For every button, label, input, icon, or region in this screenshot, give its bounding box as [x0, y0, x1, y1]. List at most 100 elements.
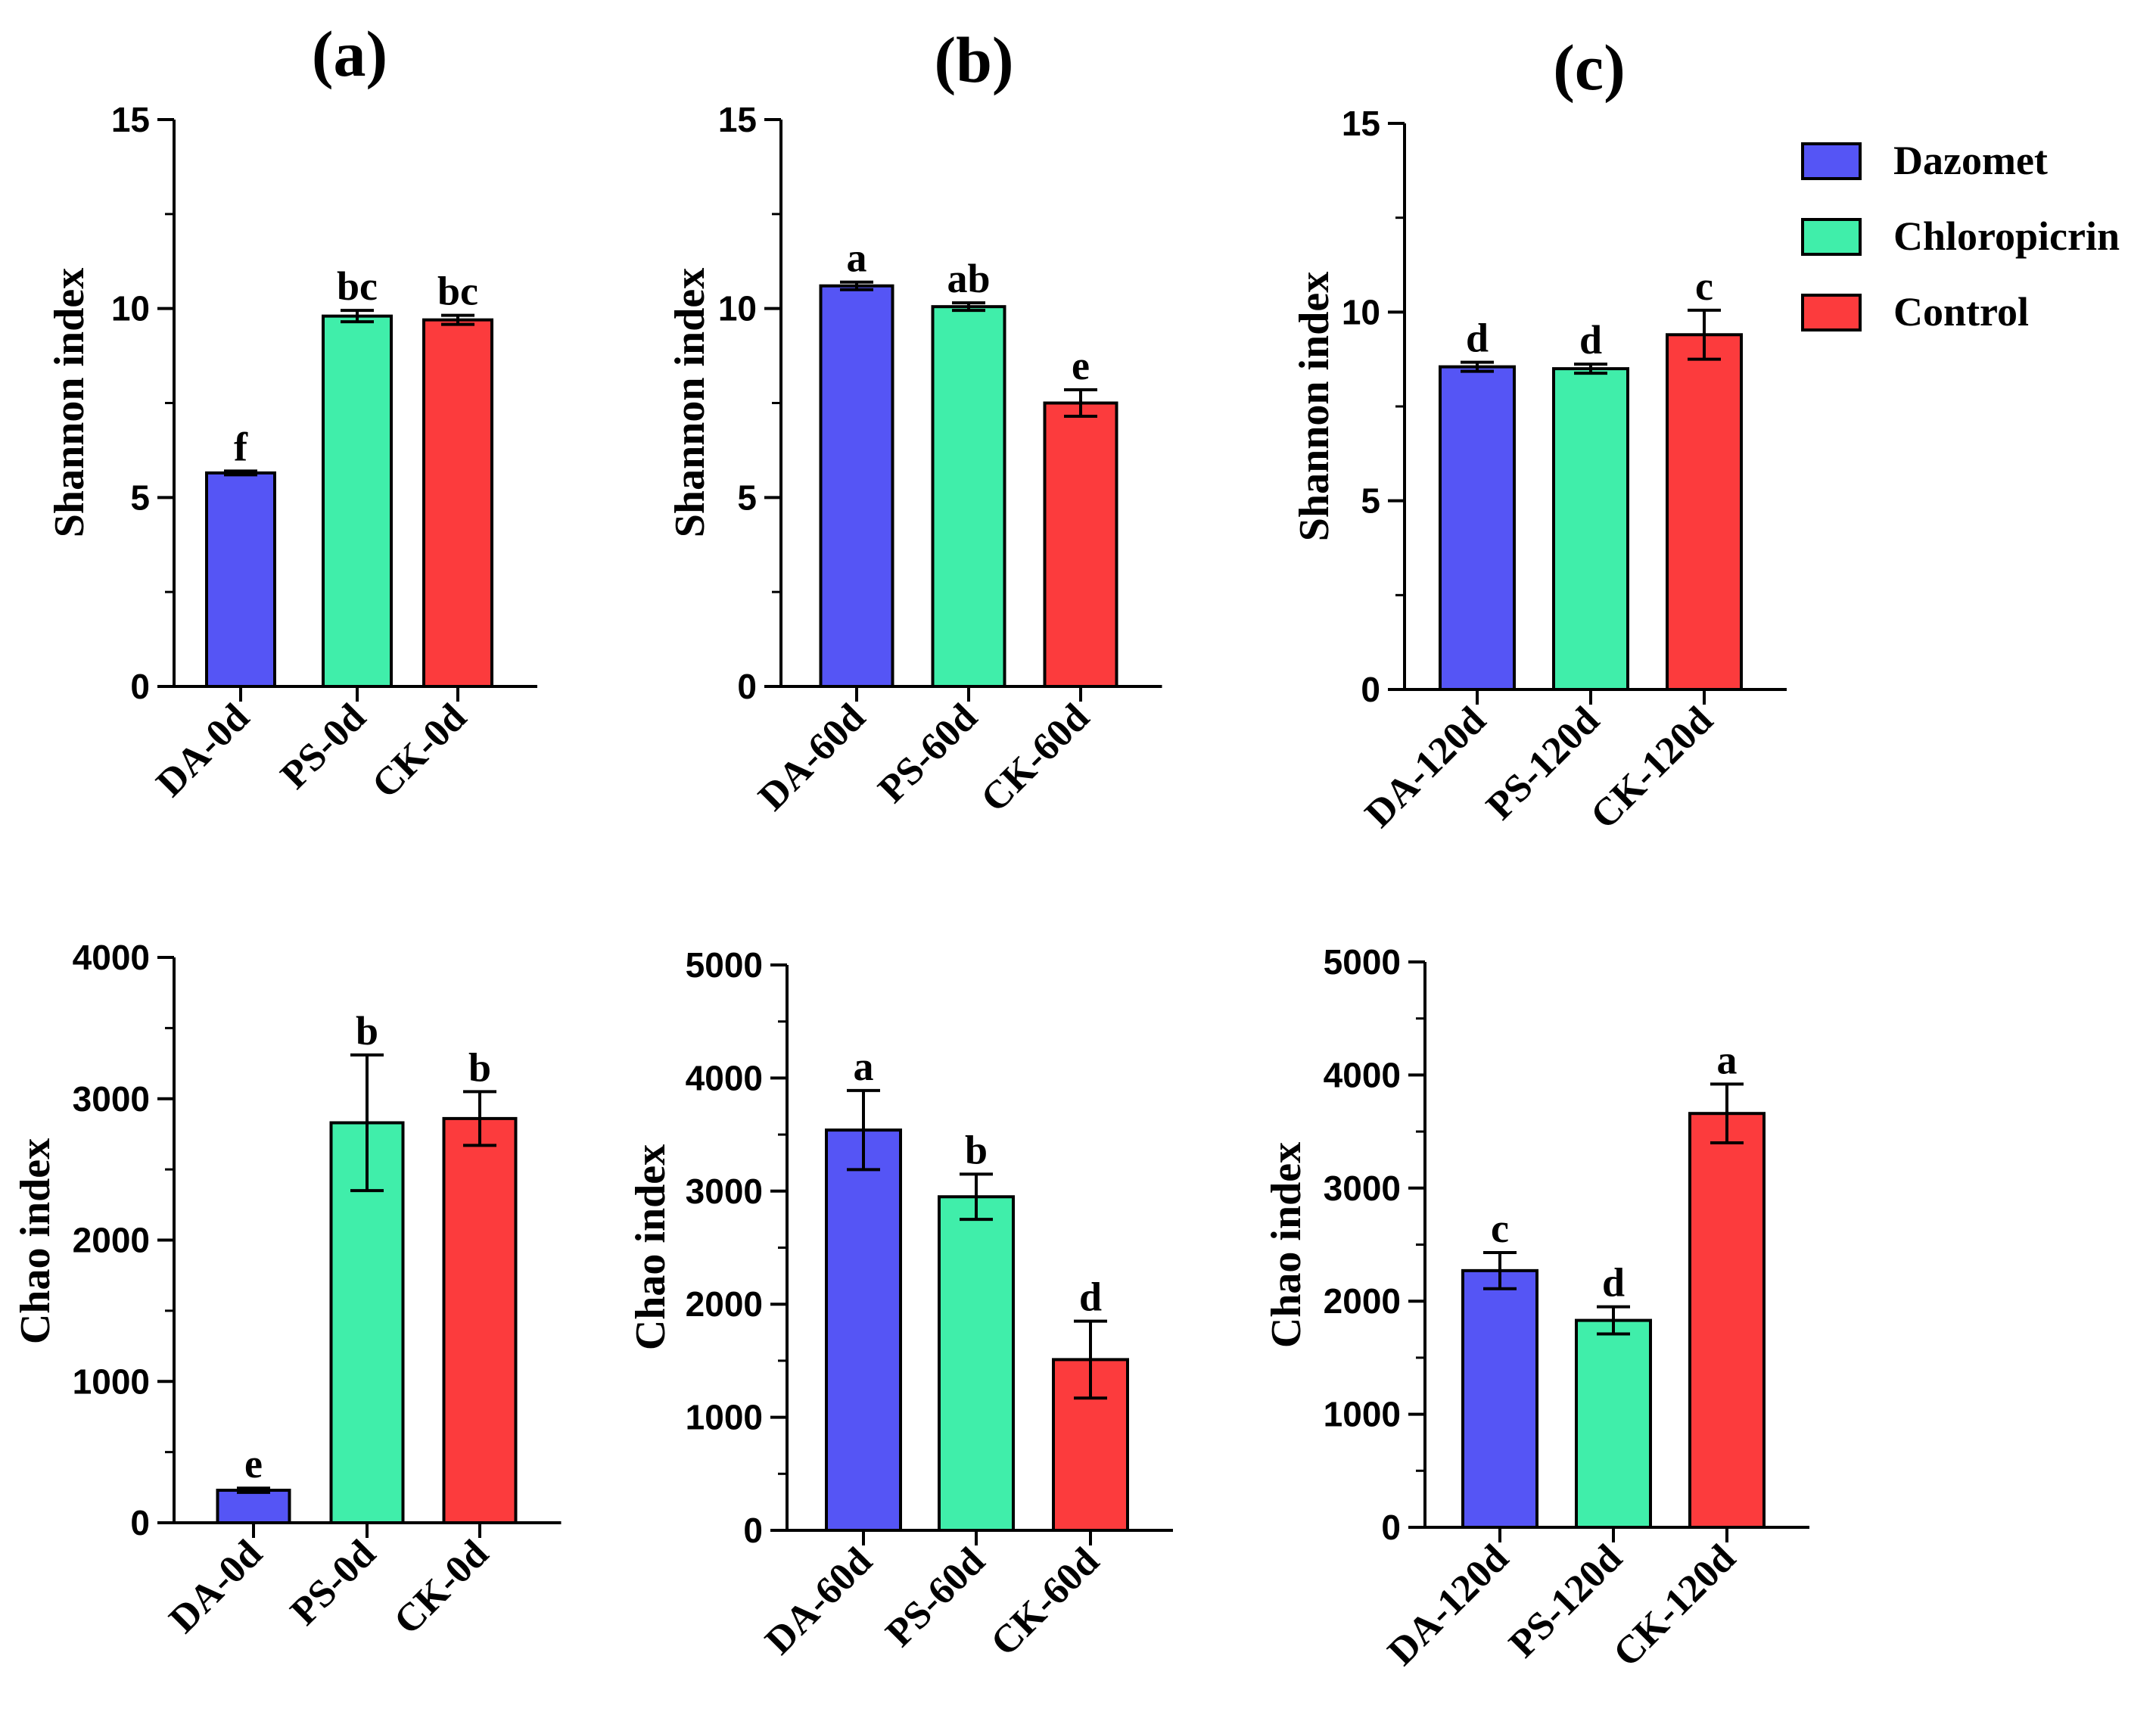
legend-swatch-dazomet — [1801, 142, 1862, 180]
y-tick-label: 4000 — [1324, 1055, 1401, 1094]
y-tick-label: 0 — [1361, 670, 1380, 709]
bar-CK-0d — [442, 1116, 518, 1524]
bar-PS-120d — [1575, 1318, 1652, 1530]
y-tick-label: 2000 — [686, 1284, 763, 1324]
bar-PS-60d — [938, 1195, 1015, 1533]
significance-letter: a — [1717, 1037, 1738, 1082]
bar-DA-120d — [1439, 365, 1516, 691]
x-tick-label: DA-60d — [758, 1539, 881, 1663]
charts-layer: (a)Shannon index051015fDA-0dbcPS-0dbcCK-… — [12, 17, 1809, 1675]
x-tick-label: CK-0d — [386, 1532, 497, 1643]
significance-letter: bc — [337, 263, 378, 309]
bar-CK-0d — [422, 318, 493, 688]
bar-PS-0d — [322, 314, 393, 688]
chart-panel-1: (a) Shannon index 0 5 10 15 f DA-0d bc PS-0d bc CK-… — [46, 17, 537, 807]
y-tick-label: 15 — [1342, 104, 1380, 143]
chart-panel-6: Chao index 0 1000 2000 3000 4000 5000 c DA-120d d… — [1263, 942, 1809, 1675]
bar-CK-60d — [1043, 401, 1118, 688]
y-axis-label: Chao index — [627, 1144, 674, 1350]
y-tick-label: 10 — [1342, 292, 1380, 331]
legend-swatch-chloropicrin — [1801, 218, 1862, 256]
y-tick-label: 0 — [130, 667, 150, 706]
y-axis-label: Shannon index — [667, 268, 714, 537]
significance-letter: d — [1466, 316, 1489, 361]
panel-title: (b) — [934, 23, 1013, 96]
y-tick-label: 5000 — [1324, 942, 1401, 982]
x-tick-label: PS-0d — [272, 696, 374, 797]
legend-label-control: Control — [1893, 289, 2029, 335]
legend-label-chloropicrin: Chloropicrin — [1893, 213, 2120, 259]
significance-letter: b — [468, 1044, 491, 1090]
x-tick-label: CK-120d — [1582, 699, 1721, 837]
bar-DA-60d — [825, 1128, 902, 1532]
y-tick-label: 5 — [1361, 481, 1380, 521]
bar-CK-120d — [1688, 1112, 1766, 1530]
significance-letter: b — [965, 1127, 988, 1172]
y-tick-label: 0 — [743, 1511, 763, 1550]
panel-title: (a) — [312, 17, 387, 90]
significance-letter: bc — [437, 269, 478, 314]
y-tick-label: 4000 — [686, 1058, 763, 1097]
x-tick-label: DA-0d — [148, 696, 258, 805]
significance-letter: c — [1491, 1206, 1509, 1251]
chart-panel-5: Chao index 0 1000 2000 3000 4000 5000 a DA-60d b P… — [627, 945, 1173, 1664]
legend: Dazomet Chloropicrin Control — [1801, 138, 2120, 335]
legend-swatch-control — [1801, 294, 1862, 331]
y-tick-label: 0 — [1381, 1508, 1401, 1547]
bar-DA-0d — [205, 471, 276, 688]
bar-DA-0d — [216, 1489, 291, 1524]
bar-PS-120d — [1552, 367, 1629, 691]
y-axis-label: Shannon index — [1291, 272, 1338, 541]
x-tick-label: PS-60d — [870, 696, 986, 811]
y-tick-label: 3000 — [73, 1079, 150, 1119]
y-tick-label: 15 — [111, 100, 150, 139]
chart-panel-3: (c)Shannon index051015dDA-120ddPS-120dcC… — [1291, 31, 1787, 837]
x-tick-label: DA-120d — [1357, 699, 1494, 836]
significance-letter: ab — [947, 256, 990, 301]
significance-letter: d — [1579, 317, 1602, 363]
bar-PS-60d — [931, 305, 1006, 688]
y-tick-label: 1000 — [686, 1398, 763, 1437]
bar-DA-60d — [819, 284, 894, 688]
significance-letter: a — [847, 235, 867, 281]
y-axis-label: Shannon index — [46, 268, 93, 537]
y-tick-label: 10 — [111, 289, 150, 328]
chart-panel-2: (b) Shannon index 0 5 10 15 a DA-60d ab PS-60d e CK… — [667, 23, 1162, 820]
significance-letter: a — [854, 1044, 874, 1089]
y-tick-label: 2000 — [73, 1221, 150, 1260]
y-tick-label: 15 — [718, 100, 757, 139]
y-tick-label: 4000 — [73, 938, 150, 977]
significance-letter: e — [244, 1441, 263, 1486]
y-tick-label: 1000 — [73, 1362, 150, 1401]
x-tick-label: CK-60d — [983, 1539, 1108, 1664]
x-tick-label: DA-0d — [161, 1532, 271, 1642]
y-tick-label: 5 — [130, 478, 150, 517]
y-axis-label: Chao index — [1263, 1142, 1310, 1348]
x-tick-label: CK-60d — [973, 696, 1098, 820]
y-tick-label: 3000 — [1324, 1169, 1401, 1208]
y-axis-label: Chao index — [12, 1138, 59, 1344]
significance-letter: e — [1072, 343, 1090, 388]
x-tick-label: DA-60d — [751, 696, 874, 819]
y-tick-label: 10 — [718, 289, 757, 328]
significance-letter: b — [356, 1008, 378, 1054]
x-tick-label: CK-0d — [364, 696, 475, 807]
y-tick-label: 1000 — [1324, 1395, 1401, 1434]
bar-CK-120d — [1666, 333, 1743, 691]
significance-letter: c — [1695, 263, 1713, 309]
significance-letter: f — [234, 424, 248, 469]
x-tick-label: PS-0d — [282, 1532, 384, 1633]
x-tick-label: PS-60d — [878, 1539, 994, 1655]
y-tick-label: 0 — [737, 667, 757, 706]
y-tick-label: 5000 — [686, 945, 763, 985]
y-tick-label: 0 — [130, 1503, 150, 1542]
x-tick-label: DA-120d — [1380, 1536, 1517, 1673]
panel-title: (c) — [1553, 31, 1625, 104]
legend-label-dazomet: Dazomet — [1893, 138, 2048, 183]
chart-panel-4: Chao index 0 1000 2000 3000 4000 e DA-0d b PS-0d b… — [12, 938, 562, 1643]
significance-letter: d — [1079, 1275, 1102, 1320]
y-tick-label: 3000 — [686, 1172, 763, 1211]
significance-letter: d — [1602, 1260, 1625, 1306]
bar-DA-120d — [1461, 1268, 1538, 1530]
